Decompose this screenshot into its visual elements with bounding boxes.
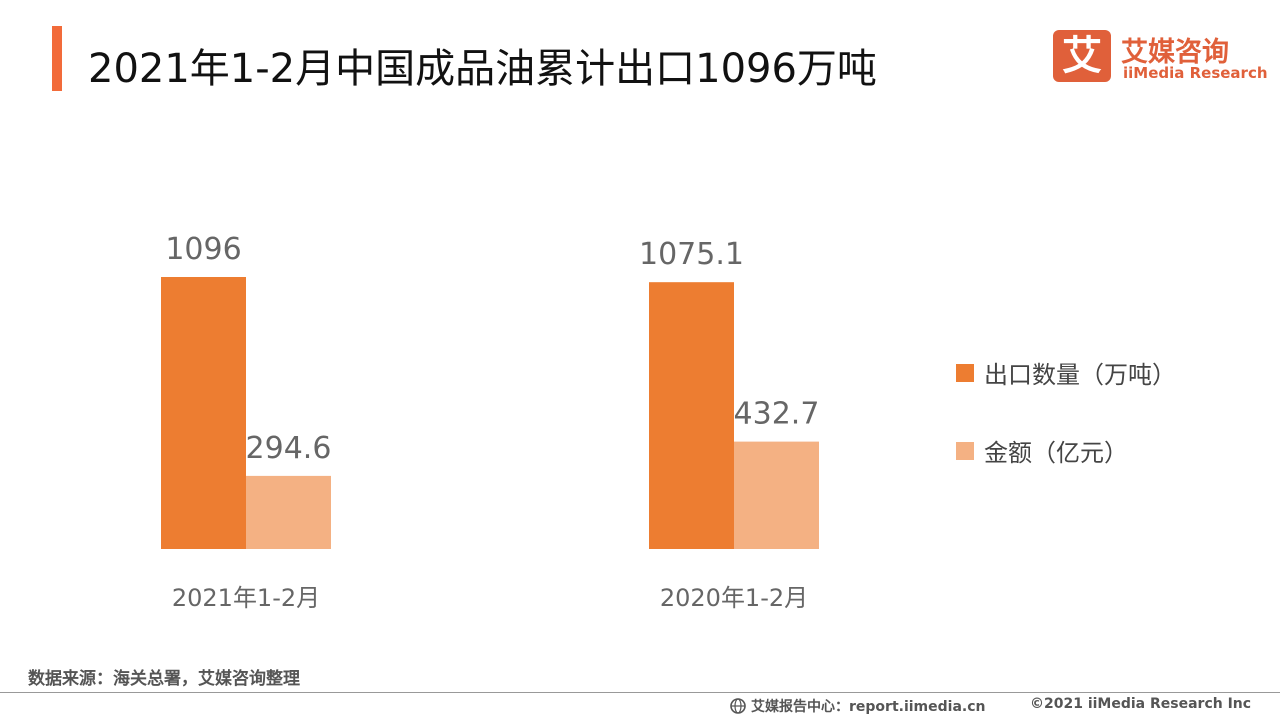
category-label-1: 2020年1-2月 [660,584,808,612]
footer-divider [0,692,1280,693]
page-title: 2021年1-2月中国成品油累计出口1096万吨 [88,46,877,92]
footer-report-center[interactable]: 艾媒报告中心：report.iimedia.cn [730,696,986,716]
data-label-amount-0: 294.6 [246,431,332,466]
bar-quantity-0 [161,277,246,549]
logo-mark: 艾 [1053,30,1111,82]
bar-quantity-1 [649,282,734,549]
title-accent-bar [52,26,62,91]
logo-cn-text: 艾媒咨询 [1121,37,1229,68]
data-label-amount-1: 432.7 [734,397,820,432]
data-label-quantity-1: 1075.1 [639,237,744,272]
legend-item-amount: 金额（亿元） [956,433,1128,468]
globe-icon [730,698,746,714]
category-label-0: 2021年1-2月 [172,584,320,612]
legend-label-amount: 金额（亿元） [984,439,1128,467]
footer-report-center-text: 艾媒报告中心：report.iimedia.cn [751,699,986,715]
legend-item-quantity: 出口数量（万吨） [956,355,1176,390]
bar-amount-1 [734,441,819,549]
data-source: 数据来源：海关总署，艾媒咨询整理 [28,669,300,689]
legend-swatch-quantity [956,363,974,382]
bar-amount-0 [246,475,331,549]
logo-en-text: iiMedia Research [1123,64,1268,82]
brand-logo: 艾 艾媒咨询 iiMedia Research [1053,30,1268,84]
data-label-quantity-0: 1096 [165,232,241,267]
legend-swatch-amount [956,441,974,460]
footer-copyright: ©2021 iiMedia Research Inc [1030,696,1252,712]
legend-label-quantity: 出口数量（万吨） [984,361,1176,389]
